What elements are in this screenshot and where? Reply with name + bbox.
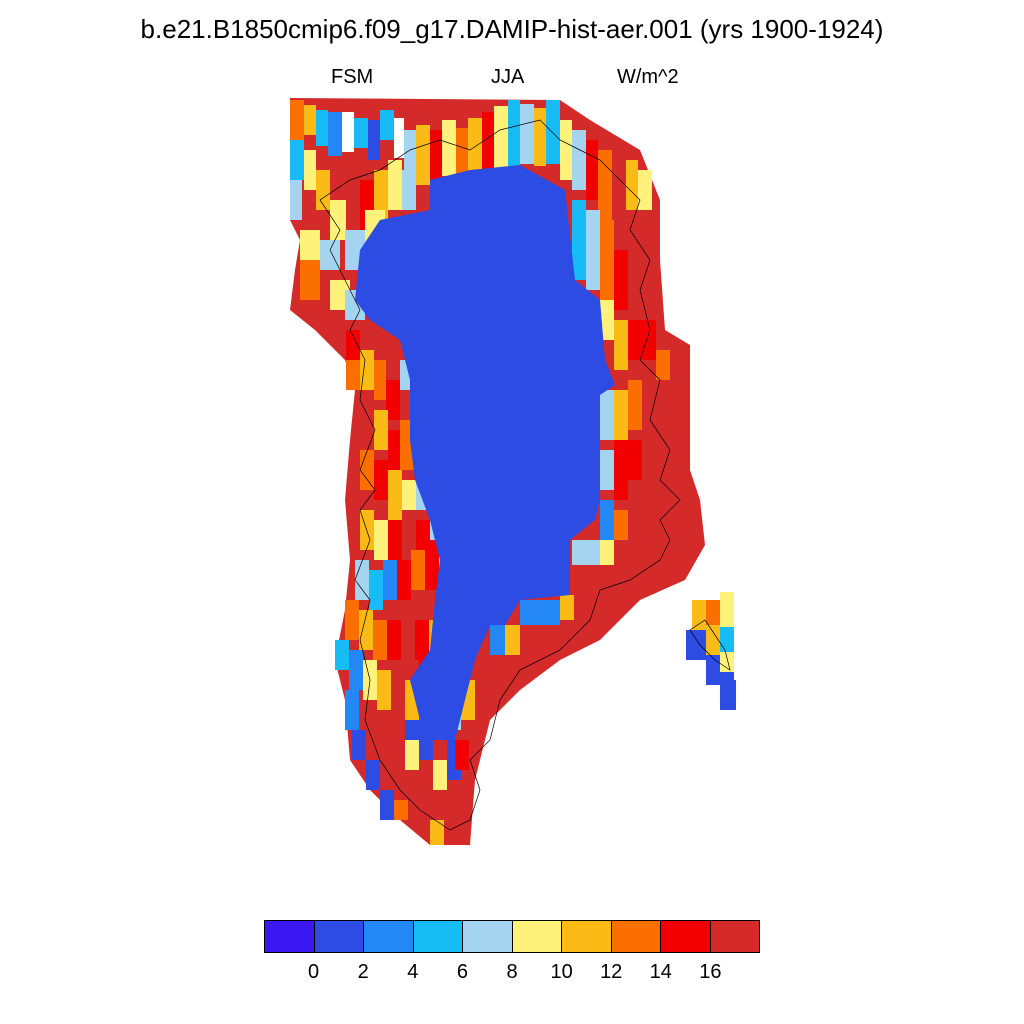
ice-interior	[355, 165, 615, 740]
colorbar-tick-label: 10	[550, 961, 573, 983]
colorbar-box	[512, 921, 562, 952]
colorbar-box	[611, 921, 661, 952]
colorbar-tick-label: 16	[699, 961, 722, 983]
season-label: JJA	[491, 66, 525, 88]
colorbar-box	[562, 921, 612, 952]
colorbar-box	[413, 921, 463, 952]
units-label: W/m^2	[617, 66, 679, 88]
colorbar-tick-label: 6	[456, 961, 468, 983]
colorbar-tick-label: 2	[357, 961, 369, 983]
colorbar-box	[710, 921, 759, 952]
coastline	[319, 119, 681, 831]
colorbar-tick-label: 8	[506, 961, 518, 983]
colorbar-box	[364, 921, 414, 952]
colorbar-box	[463, 921, 513, 952]
colorbar-tick-label: 4	[407, 961, 419, 983]
variable-label: FSM	[331, 66, 374, 88]
colorbar-tick-label: 12	[600, 961, 623, 983]
colorbar	[264, 920, 760, 953]
colorbar-box	[265, 921, 315, 952]
plot-title: b.e21.B1850cmip6.f09_g17.DAMIP-hist-aer.…	[140, 14, 884, 44]
island-patch	[692, 600, 706, 630]
colorbar-box	[314, 921, 364, 952]
colorbar-tick-label: 14	[649, 961, 672, 983]
colorbar-tick-label: 0	[308, 961, 320, 983]
colorbar-box	[661, 921, 711, 952]
